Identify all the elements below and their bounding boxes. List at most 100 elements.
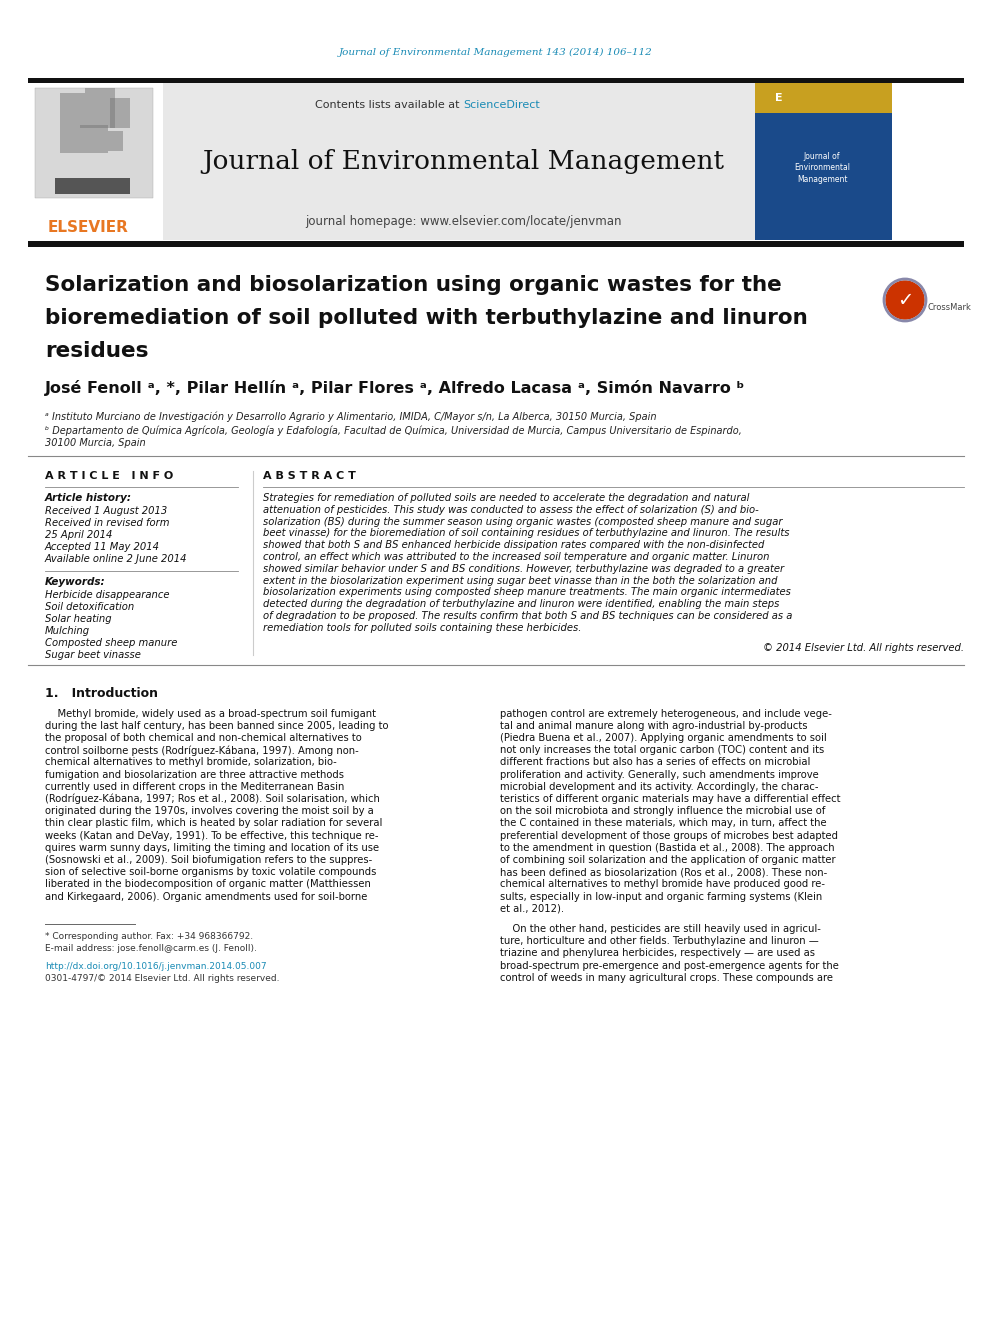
Text: 30100 Murcia, Spain: 30100 Murcia, Spain <box>45 438 146 448</box>
Text: the proposal of both chemical and non-chemical alternatives to: the proposal of both chemical and non-ch… <box>45 733 362 744</box>
Text: (Piedra Buena et al., 2007). Applying organic amendments to soil: (Piedra Buena et al., 2007). Applying or… <box>500 733 826 744</box>
Text: Methyl bromide, widely used as a broad-spectrum soil fumigant: Methyl bromide, widely used as a broad-s… <box>45 709 376 718</box>
Text: © 2014 Elsevier Ltd. All rights reserved.: © 2014 Elsevier Ltd. All rights reserved… <box>763 643 964 652</box>
Text: Journal of
Environmental
Management: Journal of Environmental Management <box>794 152 850 184</box>
Text: sion of selective soil-borne organisms by toxic volatile compounds: sion of selective soil-borne organisms b… <box>45 867 376 877</box>
Text: during the last half century, has been banned since 2005, leading to: during the last half century, has been b… <box>45 721 389 730</box>
Text: currently used in different crops in the Mediterranean Basin: currently used in different crops in the… <box>45 782 344 791</box>
Text: ᵇ Departamento de Química Agrícola, Geología y Edafología, Facultad de Química, : ᵇ Departamento de Química Agrícola, Geol… <box>45 426 742 437</box>
Text: showed that both S and BS enhanced herbicide dissipation rates compared with the: showed that both S and BS enhanced herbi… <box>263 540 765 550</box>
Bar <box>755 83 892 112</box>
Bar <box>55 179 130 194</box>
Text: Keywords:: Keywords: <box>45 577 105 587</box>
Bar <box>28 241 964 247</box>
Bar <box>108 131 123 151</box>
Text: A B S T R A C T: A B S T R A C T <box>263 471 356 482</box>
Text: extent in the biosolarization experiment using sugar beet vinasse than in the bo: extent in the biosolarization experiment… <box>263 576 778 586</box>
Bar <box>60 93 85 128</box>
Text: on the soil microbiota and strongly influence the microbial use of: on the soil microbiota and strongly infl… <box>500 806 825 816</box>
Text: of degradation to be proposed. The results confirm that both S and BS techniques: of degradation to be proposed. The resul… <box>263 611 793 620</box>
Text: chemical alternatives to methyl bromide, solarization, bio-: chemical alternatives to methyl bromide,… <box>45 757 336 767</box>
Text: different fractions but also has a series of effects on microbial: different fractions but also has a serie… <box>500 757 810 767</box>
Text: quires warm sunny days, limiting the timing and location of its use: quires warm sunny days, limiting the tim… <box>45 843 379 853</box>
Text: chemical alternatives to methyl bromide have produced good re-: chemical alternatives to methyl bromide … <box>500 880 825 889</box>
Text: Journal of Environmental Management 143 (2014) 106–112: Journal of Environmental Management 143 … <box>339 48 653 57</box>
Text: Accepted 11 May 2014: Accepted 11 May 2014 <box>45 542 160 552</box>
Text: pathogen control are extremely heterogeneous, and include vege-: pathogen control are extremely heterogen… <box>500 709 832 718</box>
Text: Contents lists available at: Contents lists available at <box>315 101 463 110</box>
Text: ✓: ✓ <box>897 291 914 310</box>
Bar <box>28 83 163 239</box>
Text: weeks (Katan and DeVay, 1991). To be effective, this technique re-: weeks (Katan and DeVay, 1991). To be eff… <box>45 831 379 840</box>
Text: 25 April 2014: 25 April 2014 <box>45 531 112 540</box>
Text: residues: residues <box>45 341 149 361</box>
Text: A R T I C L E   I N F O: A R T I C L E I N F O <box>45 471 174 482</box>
Text: liberated in the biodecomposition of organic matter (Matthiessen: liberated in the biodecomposition of org… <box>45 880 371 889</box>
Text: has been defined as biosolarization (Ros et al., 2008). These non-: has been defined as biosolarization (Ros… <box>500 867 827 877</box>
Bar <box>163 83 755 239</box>
Text: fumigation and biosolarization are three attractive methods: fumigation and biosolarization are three… <box>45 770 344 779</box>
Text: teristics of different organic materials may have a differential effect: teristics of different organic materials… <box>500 794 840 804</box>
Text: ture, horticulture and other fields. Terbuthylazine and linuron —: ture, horticulture and other fields. Ter… <box>500 937 818 946</box>
Circle shape <box>886 280 924 319</box>
Text: microbial development and its activity. Accordingly, the charac-: microbial development and its activity. … <box>500 782 818 791</box>
Bar <box>60 128 80 153</box>
Text: E: E <box>775 93 783 103</box>
Text: sults, especially in low-input and organic farming systems (Klein: sults, especially in low-input and organ… <box>500 892 822 901</box>
Text: 1.   Introduction: 1. Introduction <box>45 687 158 700</box>
Text: Received in revised form: Received in revised form <box>45 519 170 528</box>
Text: solarization (BS) during the summer season using organic wastes (composted sheep: solarization (BS) during the summer seas… <box>263 516 783 527</box>
Text: (Sosnowski et al., 2009). Soil biofumigation refers to the suppres-: (Sosnowski et al., 2009). Soil biofumiga… <box>45 855 372 865</box>
Text: control of weeds in many agricultural crops. These compounds are: control of weeds in many agricultural cr… <box>500 972 833 983</box>
Bar <box>28 78 964 83</box>
Text: broad-spectrum pre-emergence and post-emergence agents for the: broad-spectrum pre-emergence and post-em… <box>500 960 839 971</box>
Bar <box>110 98 130 128</box>
Text: beet vinasse) for the bioremediation of soil containing residues of terbuthylazi: beet vinasse) for the bioremediation of … <box>263 528 790 538</box>
Text: Sugar beet vinasse: Sugar beet vinasse <box>45 650 141 660</box>
Bar <box>80 124 108 153</box>
Text: Soil detoxification: Soil detoxification <box>45 602 134 613</box>
Text: CrossMark: CrossMark <box>928 303 972 312</box>
Text: the C contained in these materials, which may, in turn, affect the: the C contained in these materials, whic… <box>500 819 826 828</box>
Bar <box>35 89 153 198</box>
Text: Herbicide disappearance: Herbicide disappearance <box>45 590 170 601</box>
Text: control, an effect which was attributed to the increased soil temperature and or: control, an effect which was attributed … <box>263 552 770 562</box>
Text: of combining soil solarization and the application of organic matter: of combining soil solarization and the a… <box>500 855 835 865</box>
Bar <box>755 83 892 239</box>
Text: Solarization and biosolarization using organic wastes for the: Solarization and biosolarization using o… <box>45 275 782 295</box>
Text: Journal of Environmental Management: Journal of Environmental Management <box>202 148 724 173</box>
Text: (Rodríguez-Kábana, 1997; Ros et al., 2008). Soil solarisation, which: (Rodríguez-Kábana, 1997; Ros et al., 200… <box>45 794 380 804</box>
Text: ᵃ Instituto Murciano de Investigación y Desarrollo Agrario y Alimentario, IMIDA,: ᵃ Instituto Murciano de Investigación y … <box>45 411 657 422</box>
Text: ScienceDirect: ScienceDirect <box>463 101 540 110</box>
Text: to the amendment in question (Bastida et al., 2008). The approach: to the amendment in question (Bastida et… <box>500 843 834 853</box>
Text: Article history:: Article history: <box>45 493 132 503</box>
Text: proliferation and activity. Generally, such amendments improve: proliferation and activity. Generally, s… <box>500 770 818 779</box>
Text: ELSEVIER: ELSEVIER <box>48 221 128 235</box>
Text: bioremediation of soil polluted with terbuthylazine and linuron: bioremediation of soil polluted with ter… <box>45 308 807 328</box>
Text: José Fenoll ᵃ, *, Pilar Hellín ᵃ, Pilar Flores ᵃ, Alfredo Lacasa ᵃ, Simón Navarr: José Fenoll ᵃ, *, Pilar Hellín ᵃ, Pilar … <box>45 380 745 396</box>
Text: originated during the 1970s, involves covering the moist soil by a: originated during the 1970s, involves co… <box>45 806 374 816</box>
Text: biosolarization experiments using composted sheep manure treatments. The main or: biosolarization experiments using compos… <box>263 587 791 598</box>
Text: preferential development of those groups of microbes best adapted: preferential development of those groups… <box>500 831 838 840</box>
Text: not only increases the total organic carbon (TOC) content and its: not only increases the total organic car… <box>500 745 824 755</box>
Text: Composted sheep manure: Composted sheep manure <box>45 638 178 648</box>
Text: Mulching: Mulching <box>45 626 90 636</box>
Text: Received 1 August 2013: Received 1 August 2013 <box>45 505 168 516</box>
Bar <box>85 89 115 128</box>
Text: Solar heating: Solar heating <box>45 614 112 624</box>
Text: Strategies for remediation of polluted soils are needed to accelerate the degrad: Strategies for remediation of polluted s… <box>263 493 749 503</box>
Text: remediation tools for polluted soils containing these herbicides.: remediation tools for polluted soils con… <box>263 623 581 632</box>
Text: thin clear plastic film, which is heated by solar radiation for several: thin clear plastic film, which is heated… <box>45 819 382 828</box>
Text: detected during the degradation of terbuthylazine and linuron were identified, e: detected during the degradation of terbu… <box>263 599 780 609</box>
Text: showed similar behavior under S and BS conditions. However, terbuthylazine was d: showed similar behavior under S and BS c… <box>263 564 784 574</box>
Text: Available online 2 June 2014: Available online 2 June 2014 <box>45 554 187 564</box>
Text: and Kirkegaard, 2006). Organic amendments used for soil-borne: and Kirkegaard, 2006). Organic amendment… <box>45 892 367 901</box>
Text: On the other hand, pesticides are still heavily used in agricul-: On the other hand, pesticides are still … <box>500 923 820 934</box>
Text: * Corresponding author. Fax: +34 968366792.: * Corresponding author. Fax: +34 9683667… <box>45 931 253 941</box>
Text: 0301-4797/© 2014 Elsevier Ltd. All rights reserved.: 0301-4797/© 2014 Elsevier Ltd. All right… <box>45 974 280 983</box>
Text: http://dx.doi.org/10.1016/j.jenvman.2014.05.007: http://dx.doi.org/10.1016/j.jenvman.2014… <box>45 962 267 971</box>
Text: E-mail address: jose.fenoll@carm.es (J. Fenoll).: E-mail address: jose.fenoll@carm.es (J. … <box>45 943 257 953</box>
Text: triazine and phenylurea herbicides, respectively — are used as: triazine and phenylurea herbicides, resp… <box>500 949 815 958</box>
Text: et al., 2012).: et al., 2012). <box>500 904 564 914</box>
Text: attenuation of pesticides. This study was conducted to assess the effect of sola: attenuation of pesticides. This study wa… <box>263 505 759 515</box>
